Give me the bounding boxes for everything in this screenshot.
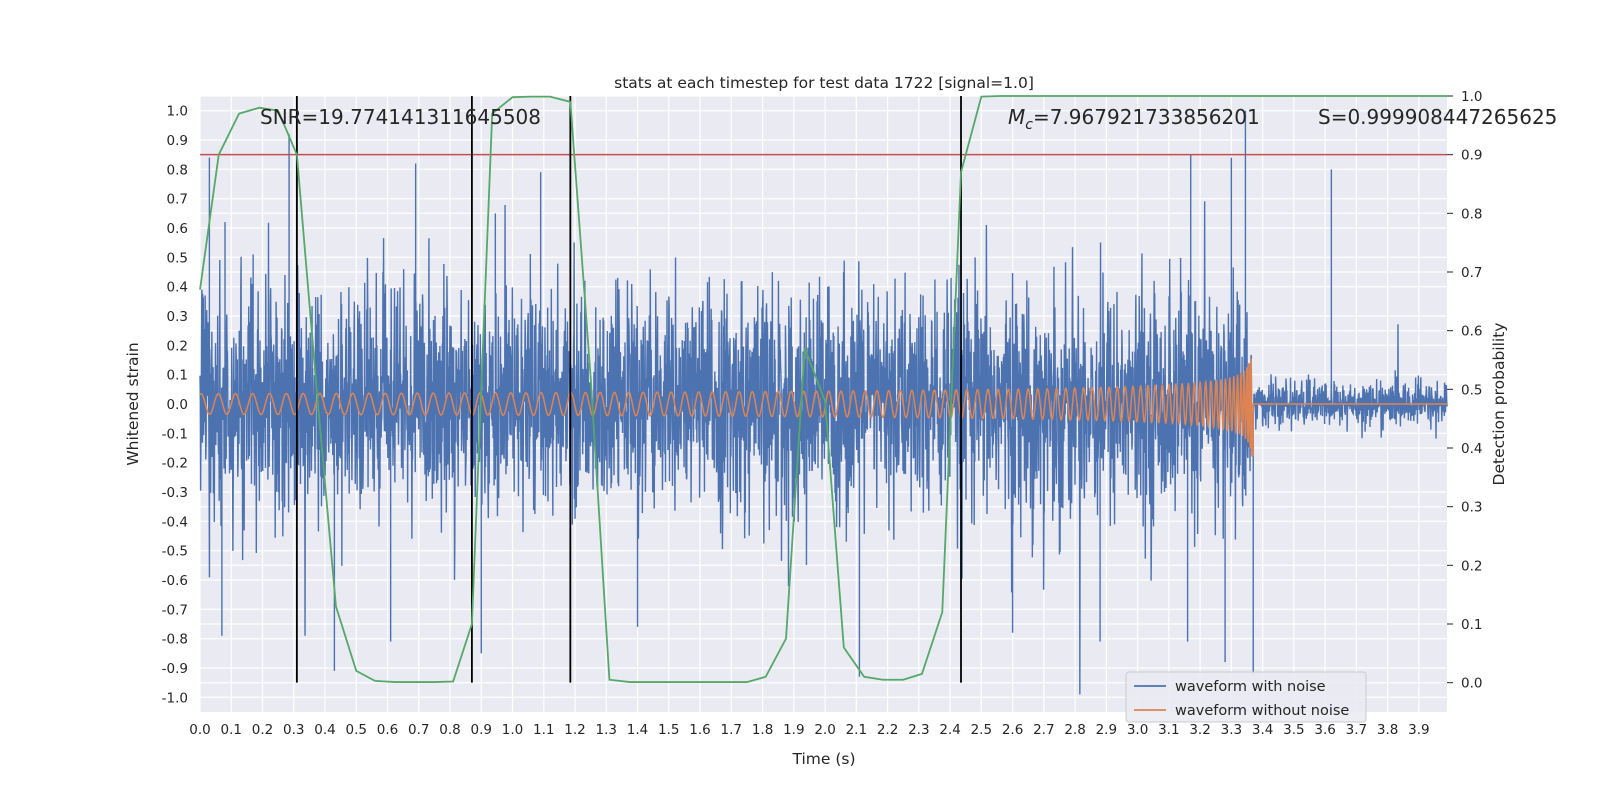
x-tick-label: 1.4	[627, 722, 648, 738]
x-tick-label: 0.9	[471, 722, 492, 738]
x-tick-label: 0.8	[439, 722, 460, 738]
legend-label-noise: waveform with noise	[1175, 679, 1326, 695]
legend-box	[1125, 671, 1367, 723]
x-tick-label: 3.4	[1252, 722, 1273, 738]
x-tick-label: 0.1	[221, 722, 242, 738]
x-tick-label: 3.7	[1346, 722, 1367, 738]
y2-tick-label: 0.9	[1461, 148, 1482, 164]
x-tick-label: 2.4	[939, 722, 960, 738]
x-tick-label: 3.1	[1158, 722, 1179, 738]
annotation-snr: SNR=19.774141311645508	[260, 105, 541, 129]
x-tick-label: 1.7	[721, 722, 742, 738]
y-tick-label: -0.7	[162, 602, 188, 618]
x-tick-label: 2.9	[1096, 722, 1117, 738]
y-tick-label: -1.0	[162, 690, 188, 706]
y-tick-label: 0.4	[167, 280, 188, 296]
x-tick-label: 1.1	[533, 722, 554, 738]
x-tick-label: 0.5	[346, 722, 367, 738]
x-tick-label: 3.8	[1377, 722, 1398, 738]
annotation-s: S=0.999908447265625	[1318, 105, 1557, 129]
x-tick-label: 3.5	[1283, 722, 1304, 738]
x-tick-label: 0.3	[283, 722, 304, 738]
x-tick-label: 2.0	[814, 722, 835, 738]
y2-tick-label: 0.5	[1461, 382, 1482, 398]
y2-tick-label: 0.7	[1461, 265, 1482, 281]
x-tick-label: 2.8	[1064, 722, 1085, 738]
y2-tick-label: 0.4	[1461, 441, 1482, 457]
annotation-chirp-mass: Mc=7.967921733856201	[1008, 105, 1260, 133]
y-tick-label: 1.0	[167, 104, 188, 120]
x-tick-label: 1.3	[596, 722, 617, 738]
y-tick-label: -0.9	[162, 661, 188, 677]
y-tick-label: -0.4	[162, 514, 188, 530]
x-tick-label: 1.5	[658, 722, 679, 738]
y-tick-label: 0.0	[167, 397, 188, 413]
y-tick-label: 0.8	[167, 162, 188, 178]
y-tick-label: -0.6	[162, 573, 188, 589]
x-tick-label: 2.6	[1002, 722, 1023, 738]
y-tick-label: -0.3	[162, 485, 188, 501]
x-tick-labels: 0.0 0.1 0.2 0.3 0.4 0.5 0.6 0.7 0.8 0.9 1.0 1.1 1.2 1…	[189, 722, 1429, 738]
y-tick-label: 0.5	[167, 250, 188, 266]
y-tick-label: 0.6	[167, 221, 188, 237]
x-tick-label: 2.1	[846, 722, 867, 738]
y2-tick-label: 0.1	[1461, 617, 1482, 633]
y2-tick-label: 1.0	[1461, 89, 1482, 105]
legend-label-clean: waveform without noise	[1175, 703, 1349, 719]
y-tick-label: -0.5	[162, 544, 188, 560]
y2-tick-labels: 0.0 0.1 0.2 0.3 0.4 0.5 0.6 0.7 0.8 0.9 1.0	[1447, 89, 1482, 692]
x-tick-label: 3.6	[1314, 722, 1335, 738]
y2-tick-label: 0.0	[1461, 676, 1482, 692]
x-tick-label: 2.3	[908, 722, 929, 738]
y2-axis-label: Detection probability	[1490, 323, 1508, 486]
y2-tick-label: 0.3	[1461, 500, 1482, 516]
y2-tick-label: 0.6	[1461, 324, 1482, 340]
x-tick-label: 2.7	[1033, 722, 1054, 738]
y-tick-label: 0.3	[167, 309, 188, 325]
x-axis-label: Time (s)	[791, 750, 855, 768]
series-waveform-without-noise	[199, 358, 1447, 457]
x-tick-label: 3.9	[1408, 722, 1429, 738]
x-tick-label: 3.3	[1221, 722, 1242, 738]
series-detection-probability	[199, 95, 1447, 683]
x-tick-label: 2.2	[877, 722, 898, 738]
x-tick-label: 0.7	[408, 722, 429, 738]
y-tick-label: 0.1	[167, 368, 188, 384]
x-tick-label: 2.5	[971, 722, 992, 738]
annotations: SNR=19.774141311645508 Mc=7.9679217338562…	[260, 105, 1557, 133]
y-tick-label: 0.2	[167, 338, 188, 354]
x-tick-label: 0.4	[314, 722, 335, 738]
x-tick-label: 1.8	[752, 722, 773, 738]
x-tick-label: 3.2	[1189, 722, 1210, 738]
y-tick-label: -0.8	[162, 632, 188, 648]
y-axis-label: Whitened strain	[124, 342, 142, 465]
x-tick-label: 3.0	[1127, 722, 1148, 738]
x-tick-label: 0.6	[377, 722, 398, 738]
x-tick-label: 1.0	[502, 722, 523, 738]
chart-title: stats at each timestep for test data 172…	[614, 74, 1034, 92]
x-tick-label: 1.9	[783, 722, 804, 738]
y-tick-label: 0.9	[167, 133, 188, 149]
series-layer	[199, 95, 1448, 695]
y2-tick-label: 0.8	[1461, 206, 1482, 222]
y-tick-label: 0.7	[167, 192, 188, 208]
x-tick-label: 1.2	[564, 722, 585, 738]
y2-tick-label: 0.2	[1461, 558, 1482, 574]
x-tick-label: 1.6	[689, 722, 710, 738]
legend: waveform with noise waveform without noi…	[1125, 671, 1367, 723]
x-tick-label: 0.0	[189, 722, 210, 738]
y-tick-label: -0.2	[162, 456, 188, 472]
y-tick-labels: -1.0 -0.9 -0.8 -0.7 -0.6 -0.5 -0.4 -0.3 -0.2 -0.1…	[162, 104, 188, 707]
x-tick-label: 0.2	[252, 722, 273, 738]
y-tick-label: -0.1	[162, 426, 188, 442]
